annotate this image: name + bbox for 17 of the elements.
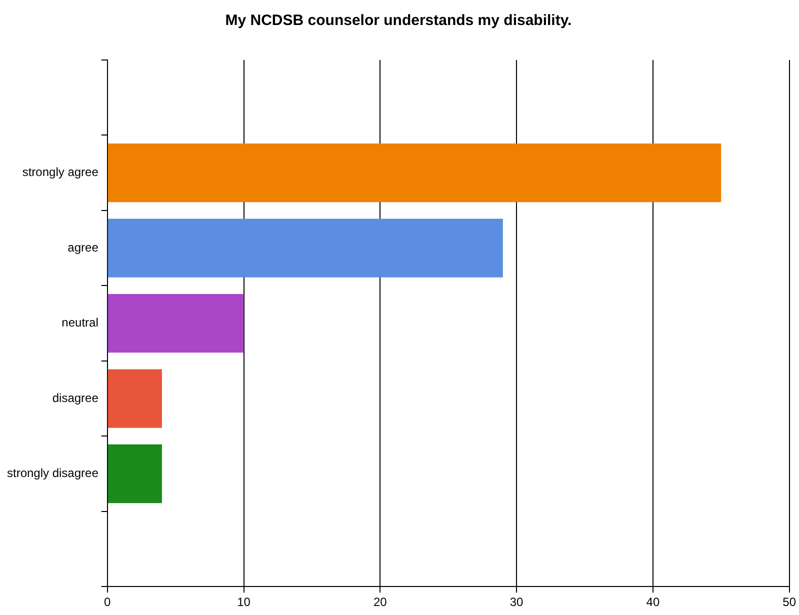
y-tick-label: strongly disagree xyxy=(6,466,99,480)
x-tick-label: 0 xyxy=(104,595,112,610)
x-tick-label: 40 xyxy=(646,595,660,610)
bar xyxy=(108,294,244,353)
x-tick-label: 10 xyxy=(237,595,251,610)
bar xyxy=(108,218,503,278)
y-tick-label: neutral xyxy=(62,316,98,330)
bar xyxy=(108,144,722,202)
y-tick-label: agree xyxy=(68,240,99,254)
x-tick-label: 50 xyxy=(782,595,796,610)
bar xyxy=(108,444,162,504)
y-tick-label: strongly agree xyxy=(22,165,99,180)
x-tick-label: 20 xyxy=(373,595,388,610)
chart-title: My NCDSB counselor understands my disability. xyxy=(225,12,572,30)
y-tick-label: disagree xyxy=(52,390,99,405)
x-tick-label: 30 xyxy=(510,595,524,610)
bar xyxy=(108,369,162,428)
